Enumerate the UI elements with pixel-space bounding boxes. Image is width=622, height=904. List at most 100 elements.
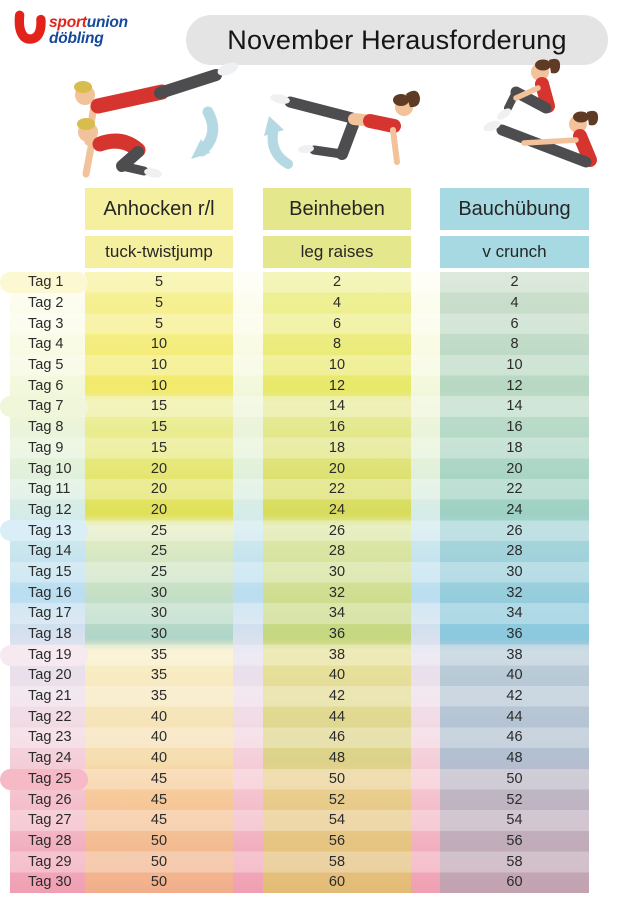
cell-value: 30 (150, 605, 168, 622)
column-subheader-leg-raises: leg raises (263, 236, 411, 268)
cell-value: 35 (150, 667, 168, 684)
plank-figure (74, 62, 239, 146)
cell-value: 46 (328, 729, 346, 746)
v-crunch-icon (483, 58, 599, 168)
row-label: Tag 19 (28, 646, 72, 663)
row-label: Tag 10 (28, 460, 72, 477)
row-label: Tag 15 (28, 563, 72, 580)
row-label: Tag 30 (28, 874, 72, 891)
row-stripes-overlay (10, 272, 589, 893)
sportunion-logo: sportunion döbling (12, 10, 128, 47)
table-row: Tag 3 5 6 6 (0, 313, 622, 334)
table-row: Tag 12 20 24 24 (0, 500, 622, 521)
table-row: Tag 2 5 4 4 (0, 293, 622, 314)
group-start-pill (0, 520, 88, 542)
row-label: Tag 21 (28, 688, 72, 705)
cell-value: 44 (506, 708, 523, 725)
cell-value: 25 (150, 563, 168, 580)
cell-value: 18 (506, 439, 523, 456)
cell-value: 12 (506, 377, 523, 394)
cell-value: 20 (328, 460, 346, 477)
table-row: Tag 10 20 20 20 (0, 458, 622, 479)
row-label: Tag 5 (28, 357, 64, 374)
row-label: Tag 7 (28, 398, 64, 415)
column-header-beinheben: Beinheben (263, 188, 411, 230)
row-label: Tag 13 (28, 522, 72, 539)
cell-value: 58 (328, 853, 346, 870)
cell-value: 48 (506, 750, 523, 767)
row-label: Tag 29 (28, 853, 72, 870)
table-row: Tag 6 10 12 12 (0, 375, 622, 396)
row-label: Tag 28 (28, 832, 72, 849)
cell-value: 40 (150, 750, 168, 767)
column-3-gradient-band (440, 272, 589, 893)
table-row: Tag 22 40 44 44 (0, 706, 622, 727)
cell-value: 54 (506, 812, 523, 829)
cell-value: 30 (150, 584, 168, 601)
cell-value: 15 (150, 439, 168, 456)
cell-value: 16 (328, 419, 346, 436)
table-row: Tag 4 10 8 8 (0, 334, 622, 355)
row-label: Tag 1 (28, 274, 64, 291)
cell-value: 30 (328, 563, 346, 580)
table-row: Tag 27 45 54 54 (0, 810, 622, 831)
cell-value: 52 (328, 791, 346, 808)
cell-value: 34 (328, 605, 346, 622)
cell-value: 22 (506, 481, 523, 498)
row-label: Tag 4 (28, 336, 64, 353)
cell-value: 50 (150, 832, 168, 849)
row-label: Tag 23 (28, 729, 72, 746)
cell-value: 34 (506, 605, 523, 622)
row-label: Tag 8 (28, 419, 64, 436)
cell-value: 42 (328, 688, 346, 705)
row-label: Tag 26 (28, 791, 72, 808)
cell-value: 45 (150, 812, 168, 829)
tuck-twistjump-icon (74, 62, 239, 178)
table-row: Tag 30 50 60 60 (0, 872, 622, 893)
group-start-pill (0, 272, 88, 293)
cell-value: 10 (150, 377, 168, 394)
cell-value: 8 (510, 336, 519, 353)
cell-value: 5 (154, 274, 164, 291)
cell-value: 24 (328, 501, 346, 518)
cell-value: 14 (506, 398, 523, 415)
cell-value: 20 (150, 501, 168, 518)
extended-v-figure (483, 110, 599, 168)
tucked-crunch-figure (497, 58, 561, 120)
table-row: Tag 14 25 28 28 (0, 541, 622, 562)
row-label: Tag 18 (28, 626, 72, 643)
table-row: Tag 16 30 32 32 (0, 582, 622, 603)
cell-value: 45 (150, 791, 168, 808)
cell-value: 10 (150, 357, 168, 374)
cell-value: 4 (332, 295, 342, 312)
cell-value: 2 (510, 274, 519, 291)
brand-text: sportunion döbling (49, 15, 128, 47)
cell-value: 50 (328, 770, 346, 787)
row-label: Tag 2 (28, 295, 64, 312)
cell-value: 15 (150, 398, 168, 415)
cell-value: 20 (150, 460, 168, 477)
table-row: Tag 15 25 30 30 (0, 562, 622, 583)
row-label: Tag 27 (28, 812, 72, 829)
cell-value: 36 (328, 626, 346, 643)
cell-value: 16 (506, 419, 523, 436)
challenge-table: Tag 1 5 2 2 Tag 2 5 4 4 Tag 3 5 6 6 Tag 4 10 8 8 Tag 5 10… (0, 272, 622, 893)
row-label: Tag 17 (28, 605, 72, 622)
cell-value: 24 (506, 501, 523, 518)
table-row: Tag 20 35 40 40 (0, 665, 622, 686)
table-row: Tag 17 30 34 34 (0, 603, 622, 624)
cell-value: 50 (150, 874, 168, 891)
cell-value: 28 (506, 543, 523, 560)
table-body: Tag 1 5 2 2 Tag 2 5 4 4 Tag 3 5 6 6 Tag 4 10 8 8 Tag 5 10… (0, 272, 622, 893)
column-subheader-v-crunch: v crunch (440, 236, 589, 268)
up-arrow-icon (264, 116, 293, 169)
cell-value: 38 (506, 646, 523, 663)
column-header-anhocken: Anhocken r/l (85, 188, 233, 230)
cell-value: 25 (150, 543, 168, 560)
table-row: Tag 21 35 42 42 (0, 686, 622, 707)
cell-value: 32 (506, 584, 523, 601)
cell-value: 15 (150, 419, 168, 436)
cell-value: 20 (150, 481, 168, 498)
cell-value: 10 (506, 357, 523, 374)
